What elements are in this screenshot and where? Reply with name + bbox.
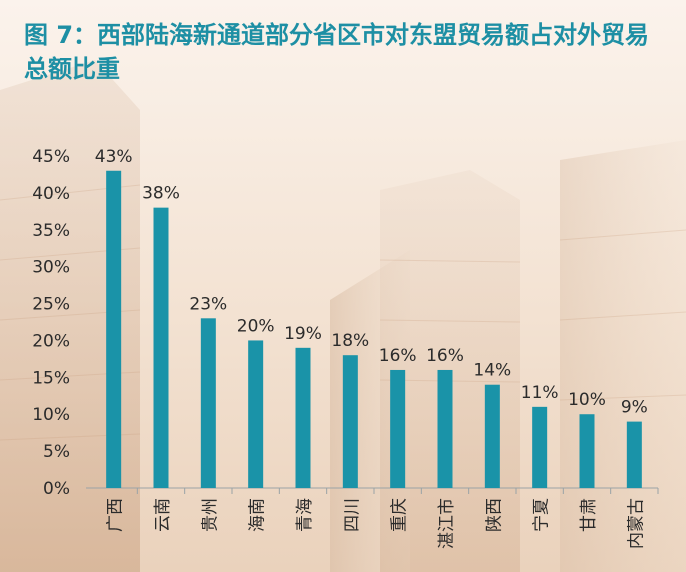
y-tick-label: 5% xyxy=(43,442,70,462)
data-label: 18% xyxy=(331,331,369,351)
y-tick-label: 15% xyxy=(32,368,70,388)
bar xyxy=(532,406,548,488)
bar xyxy=(248,340,264,488)
y-axis: 0% 5% 10% 15% 20% 25% 30% 35% 40% 45% xyxy=(32,147,70,499)
x-axis xyxy=(86,487,659,494)
data-labels: 43% 38% 23% 20% 19% 18% 16% 16% 14% 11% 10% 9% xyxy=(95,147,648,418)
data-label: 38% xyxy=(142,184,180,204)
data-label: 20% xyxy=(237,316,275,336)
bar xyxy=(200,318,216,488)
y-tick-label: 10% xyxy=(32,405,70,425)
x-tick-label: 甘肃 xyxy=(579,498,599,532)
x-tick-labels: 广西 云南 贵州 海南 青海 四川 重庆 湛江市 陕西 宁夏 甘肃 内蒙古 xyxy=(106,498,647,549)
y-tick-label: 40% xyxy=(32,184,70,204)
y-tick-label: 35% xyxy=(32,221,70,241)
data-label: 9% xyxy=(621,398,648,418)
x-tick-label: 贵州 xyxy=(200,498,220,532)
x-tick-label: 宁夏 xyxy=(532,498,552,532)
bar xyxy=(390,369,406,488)
bar xyxy=(626,421,642,488)
data-label: 16% xyxy=(426,346,464,366)
bar xyxy=(484,384,500,488)
bar xyxy=(342,355,358,488)
y-tick-label: 30% xyxy=(32,258,70,278)
data-label: 11% xyxy=(521,383,559,403)
x-tick-label: 广西 xyxy=(106,498,126,532)
y-tick-label: 20% xyxy=(32,331,70,351)
data-label: 10% xyxy=(568,390,606,410)
data-label: 19% xyxy=(284,324,322,344)
y-tick-label: 25% xyxy=(32,295,70,315)
bar xyxy=(106,170,122,488)
x-tick-label: 重庆 xyxy=(390,498,410,532)
bar xyxy=(437,369,453,488)
x-tick-label: 陕西 xyxy=(484,498,504,532)
bars xyxy=(106,170,642,488)
y-tick-label: 45% xyxy=(32,147,70,167)
x-tick-label: 内蒙古 xyxy=(626,498,646,549)
x-tick-label: 云南 xyxy=(153,498,173,532)
bar xyxy=(153,207,169,488)
data-label: 43% xyxy=(95,147,133,167)
data-label: 16% xyxy=(379,346,417,366)
bar xyxy=(579,414,595,488)
x-tick-label: 青海 xyxy=(295,498,315,532)
y-tick-label: 0% xyxy=(43,479,70,499)
x-tick-label: 四川 xyxy=(342,498,362,532)
data-label: 14% xyxy=(473,361,511,381)
bar xyxy=(295,347,311,488)
x-tick-label: 湛江市 xyxy=(437,498,457,549)
x-tick-label: 海南 xyxy=(248,498,268,532)
data-label: 23% xyxy=(189,294,227,314)
chart-title: 图 7：西部陆海新通道部分省区市对东盟贸易额占对外贸易总额比重 xyxy=(24,21,650,83)
